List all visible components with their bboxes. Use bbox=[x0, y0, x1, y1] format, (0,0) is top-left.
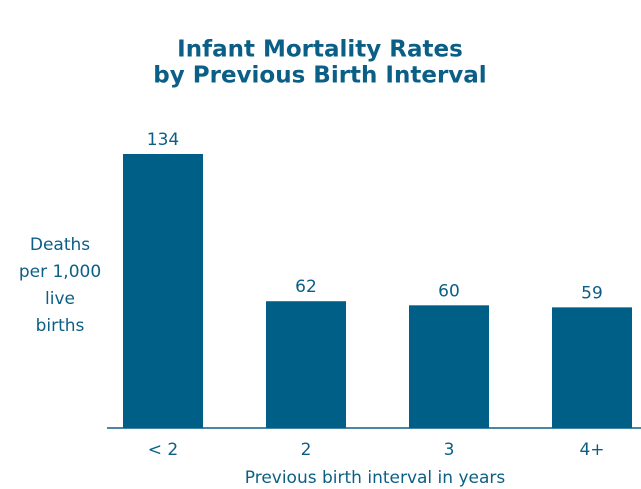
chart-title: by Previous Birth Interval bbox=[153, 63, 486, 89]
y-axis-label: live bbox=[45, 289, 75, 309]
value-label: 62 bbox=[295, 277, 317, 297]
value-label: 59 bbox=[581, 283, 603, 303]
x-tick-label: 4+ bbox=[579, 440, 604, 460]
chart-title: Infant Mortality Rates bbox=[177, 37, 463, 63]
y-axis-label: Deaths bbox=[30, 235, 90, 255]
bar bbox=[266, 301, 346, 428]
x-axis-label: Previous birth interval in years bbox=[245, 468, 506, 488]
bar bbox=[552, 307, 632, 428]
value-label: 134 bbox=[147, 130, 179, 150]
bar bbox=[123, 154, 203, 428]
x-tick-label: < 2 bbox=[148, 440, 178, 460]
y-axis-label: births bbox=[36, 316, 85, 336]
bar bbox=[409, 305, 489, 428]
x-tick-label: 3 bbox=[444, 440, 455, 460]
value-label: 60 bbox=[438, 281, 460, 301]
y-axis-label: per 1,000 bbox=[19, 262, 101, 282]
x-tick-label: 2 bbox=[301, 440, 312, 460]
